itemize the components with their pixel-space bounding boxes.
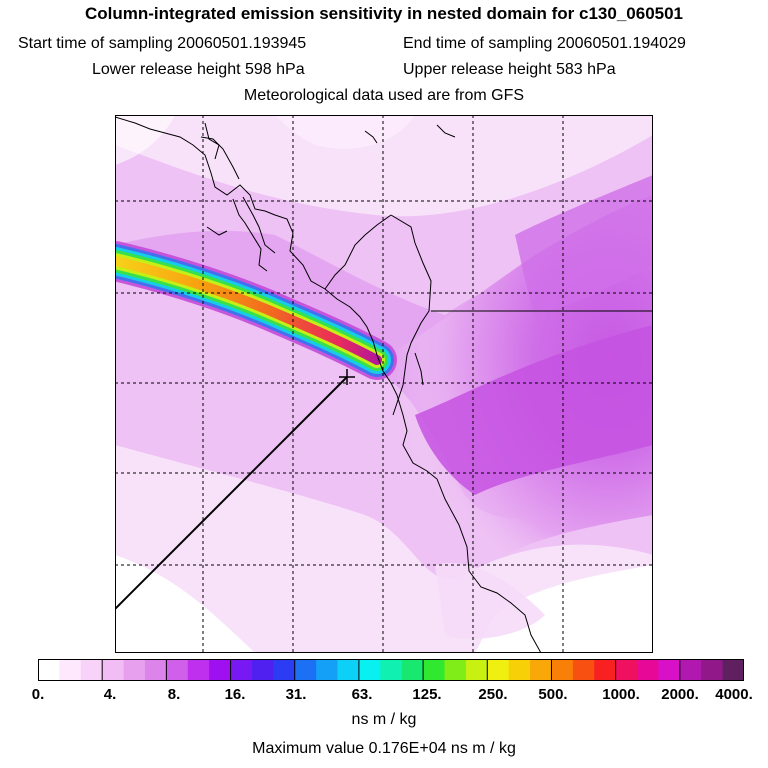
- colorbar-swatch: [401, 659, 424, 681]
- start-time-label: Start time of sampling 20060501.193945: [18, 35, 307, 52]
- sensitivity-field: [115, 115, 653, 653]
- colorbar-tick-label: 63.: [351, 686, 373, 703]
- colorbar-swatch: [658, 659, 681, 681]
- colorbar-swatch: [358, 659, 381, 681]
- colorbar-tick-label: 2000.: [661, 686, 699, 703]
- colorbar-swatch: [166, 659, 189, 681]
- colorbar-swatch: [102, 659, 125, 681]
- met-data-label: Meteorological data used are from GFS: [243, 87, 525, 104]
- end-time-label: End time of sampling 20060501.194029: [403, 35, 686, 52]
- colorbar-swatch: [144, 659, 167, 681]
- colorbar-swatch: [423, 659, 445, 681]
- page-title: Column-integrated emission sensitivity i…: [84, 4, 684, 23]
- colorbar-swatch: [380, 659, 403, 681]
- colorbar-swatch: [551, 659, 574, 681]
- colorbar-tick-label: 0.: [31, 686, 45, 703]
- colorbar-swatch: [337, 659, 360, 681]
- colorbar-tick-label: 500.: [538, 686, 568, 703]
- coastline: [114, 116, 653, 654]
- flight-track-line: [114, 376, 348, 610]
- colorbar-swatch: [508, 659, 531, 681]
- colorbar-swatch: [637, 659, 659, 681]
- colorbar-swatch: [572, 659, 595, 681]
- lower-release-label: Lower release height 598 hPa: [92, 61, 305, 78]
- colorbar-tick-labels: 0. 4. 8. 16. 31. 63. 125. 250. 500. 1000…: [0, 686, 768, 706]
- colorbar-swatch: [38, 659, 60, 681]
- colorbar-swatch: [465, 659, 488, 681]
- colorbar-swatch: [701, 659, 724, 681]
- colorbar-tick-label: 31.: [285, 686, 307, 703]
- colorbar-swatch: [594, 659, 617, 681]
- colorbar-swatch: [273, 659, 296, 681]
- colorbar-swatch: [444, 659, 467, 681]
- sensitivity-map: [95, 115, 653, 654]
- colorbar-swatch: [316, 659, 339, 681]
- map-frame: [115, 115, 653, 653]
- colorbar-frame: [38, 659, 744, 681]
- colorbar-units: ns m / kg: [351, 711, 417, 728]
- colorbar-swatch: [209, 659, 232, 681]
- colorbar-swatch: [123, 659, 146, 681]
- plume-trajectory: [95, 241, 397, 380]
- colorbar-tick-label: 8.: [167, 686, 181, 703]
- colorbar-swatch: [530, 659, 552, 681]
- colorbar-swatch: [80, 659, 103, 681]
- colorbar-swatch: [251, 659, 274, 681]
- colorbar-swatch: [679, 659, 702, 681]
- colorbar-swatch: [294, 659, 317, 681]
- colorbar: [38, 659, 744, 681]
- colorbar-swatch: [187, 659, 210, 681]
- colorbar-swatch: [230, 659, 253, 681]
- upper-release-label: Upper release height 583 hPa: [403, 61, 616, 78]
- colorbar-swatch: [722, 659, 744, 681]
- colorbar-swatch: [615, 659, 638, 681]
- colorbar-swatch: [59, 659, 82, 681]
- maximum-value-label: Maximum value 0.176E+04 ns m / kg: [252, 740, 516, 757]
- colorbar-swatch: [487, 659, 510, 681]
- colorbar-tick-label: 250.: [478, 686, 508, 703]
- colorbar-tick-label: 125.: [412, 686, 442, 703]
- colorbar-tick-label: 4.: [103, 686, 117, 703]
- colorbar-tick-label: 4000.: [715, 686, 753, 703]
- colorbar-tick-label: 16.: [224, 686, 246, 703]
- colorbar-tick-label: 1000.: [602, 686, 640, 703]
- release-point-marker: [339, 369, 355, 385]
